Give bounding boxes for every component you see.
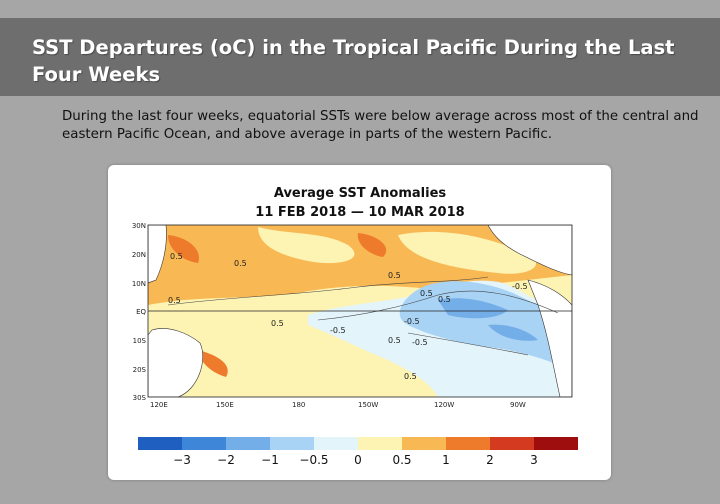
- colorbar: −3 −2 −1 −0.5 0 0.5 1 2 3: [138, 437, 578, 467]
- colorbar-tick-label: 2: [486, 453, 494, 467]
- colorbar-swatch: [182, 437, 226, 450]
- contour-label: 0.5: [388, 336, 401, 345]
- colorbar-tick-label: −0.5: [299, 453, 328, 467]
- lon-label: 150W: [358, 401, 378, 409]
- contour-label: -0.5: [404, 317, 420, 326]
- colorbar-swatch: [534, 437, 578, 450]
- contour-line: [407, 332, 529, 356]
- contour-line: [167, 276, 489, 306]
- lat-label: 10N: [132, 280, 146, 288]
- colorbar-tick-label: −1: [261, 453, 279, 467]
- colorbar-swatch: [446, 437, 490, 450]
- colorbar-swatch: [226, 437, 270, 450]
- lon-label: 90W: [510, 401, 526, 409]
- contour-label: 0.5: [388, 271, 401, 280]
- contour-label: 0.5: [420, 289, 433, 298]
- lat-label: 20N: [132, 251, 146, 259]
- weak-warm-patch-north: [258, 227, 355, 264]
- strong-cool-patch: [438, 298, 508, 319]
- colorbar-swatch: [314, 437, 358, 450]
- lon-label: 120E: [150, 401, 168, 409]
- contour-label: 0.5: [271, 319, 284, 328]
- slide-description: During the last four weeks, equatorial S…: [62, 109, 699, 142]
- lon-label: 150E: [216, 401, 234, 409]
- colorbar-tick-label: −2: [217, 453, 235, 467]
- colorbar-swatch: [402, 437, 446, 450]
- slide-title: SST Departures (oC) in the Tropical Paci…: [32, 36, 675, 86]
- lat-label: 10S: [133, 337, 147, 345]
- strong-warm-patch-north: [357, 233, 387, 257]
- colorbar-tick-label: 3: [530, 453, 538, 467]
- lat-label: 30S: [133, 394, 147, 402]
- contour-label: 0.5: [234, 259, 247, 268]
- colorbar-swatch: [138, 437, 182, 450]
- lat-label: EQ: [136, 308, 146, 316]
- contour-label: 0.5: [404, 372, 417, 381]
- colorbar-swatch: [490, 437, 534, 450]
- contour-label: 0.5: [170, 252, 183, 261]
- asia-landmass: [148, 225, 167, 284]
- colorbar-swatch: [270, 437, 314, 450]
- strong-warm-patch-west: [168, 235, 199, 263]
- lat-label: 20S: [133, 366, 147, 374]
- contour-label: -0.5: [330, 326, 346, 335]
- lat-label: 30N: [132, 222, 146, 230]
- contour-line: [317, 290, 559, 321]
- colorbar-swatch: [358, 437, 402, 450]
- contour-label: 0.5: [438, 295, 451, 304]
- north-america-landmass: [487, 225, 572, 276]
- weak-warm-patch-northeast: [398, 231, 537, 274]
- colorbar-tick-label: −3: [173, 453, 191, 467]
- title-bar: [0, 18, 720, 96]
- contour-label: 0.5: [168, 296, 181, 305]
- strong-warm-patch-south: [198, 350, 228, 377]
- contour-label: -0.5: [512, 282, 528, 291]
- anomaly-field: [148, 225, 572, 397]
- sst-anomaly-map: Average SST Anomalies 11 FEB 2018 — 10 M…: [132, 186, 578, 467]
- lon-label: 120W: [434, 401, 454, 409]
- map-date-range: 11 FEB 2018 — 10 MAR 2018: [255, 205, 464, 220]
- colorbar-tick-label: 0: [354, 453, 362, 467]
- sst-anomaly-map-panel: Average SST Anomalies 11 FEB 2018 — 10 M…: [108, 165, 611, 480]
- lon-label: 180: [292, 401, 305, 409]
- colorbar-tick-label: 1: [442, 453, 450, 467]
- strong-cool-patch-east: [488, 324, 538, 341]
- contour-label: -0.5: [412, 338, 428, 347]
- colorbar-tick-label: 0.5: [392, 453, 411, 467]
- map-title: Average SST Anomalies: [274, 186, 447, 201]
- map-frame: [147, 224, 573, 398]
